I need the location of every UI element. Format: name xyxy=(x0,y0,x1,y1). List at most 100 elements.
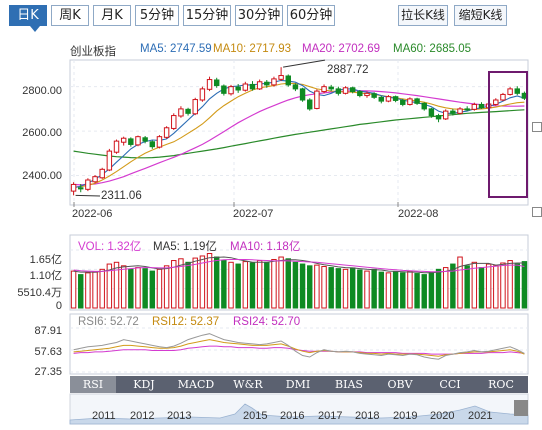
year-2021: 2021 xyxy=(468,410,493,422)
volume-bar xyxy=(450,263,456,309)
year-2011: 2011 xyxy=(92,410,116,422)
indicator-tab-obv[interactable]: OBV xyxy=(387,378,413,391)
volume-bar xyxy=(428,271,435,309)
indicator-tab-wr[interactable]: W&R xyxy=(233,378,263,391)
volume-bar xyxy=(414,273,420,309)
volume-bar xyxy=(256,260,263,309)
volume-bar xyxy=(99,268,105,309)
candle-body xyxy=(213,79,220,87)
candle-body xyxy=(378,96,385,102)
candle-body xyxy=(85,179,91,190)
indicator-tab-cci[interactable]: CCI xyxy=(439,378,461,391)
indicator-tab-roc[interactable]: ROC xyxy=(488,378,514,391)
year-2012: 2012 xyxy=(130,410,155,422)
index-name: 创业板指 xyxy=(70,46,116,58)
candle-body xyxy=(442,110,449,120)
candle-body xyxy=(163,127,170,138)
volume-bar xyxy=(500,262,506,309)
volume-bar xyxy=(407,270,413,309)
candle-body xyxy=(199,88,206,101)
ma20-legend: MA20: 2702.69 xyxy=(302,43,381,55)
indicator-tab-bias[interactable]: BIAS xyxy=(335,378,363,391)
tab-weekly-k[interactable]: 周K xyxy=(51,5,89,26)
candle-body xyxy=(364,92,370,97)
volume-bar xyxy=(228,261,234,309)
volume-bar xyxy=(120,265,127,309)
volume-bar xyxy=(163,265,170,309)
vol-tick-5510: 5510.4万 xyxy=(17,287,62,299)
ma5-line xyxy=(73,79,525,189)
tab-30min[interactable]: 30分钟 xyxy=(235,5,283,26)
high-pointer xyxy=(283,59,326,68)
volume-bar xyxy=(213,256,220,309)
candle-body xyxy=(450,110,456,114)
candle-body xyxy=(414,98,420,104)
shrink-kline-button[interactable]: 缩短K线 xyxy=(454,5,507,26)
candle-body xyxy=(149,141,156,148)
volume-bar xyxy=(199,255,206,309)
ma60-legend: MA60: 2685.05 xyxy=(393,43,472,55)
candle-body xyxy=(457,108,463,114)
year-2013: 2013 xyxy=(167,410,192,422)
indicator-tab-kdj[interactable]: KDJ xyxy=(133,378,155,391)
candle-body xyxy=(156,136,163,148)
stretch-kline-button[interactable]: 拉长K线 xyxy=(398,5,448,26)
rsi24-line xyxy=(73,345,525,355)
tab-daily-k[interactable]: 日K xyxy=(9,5,47,26)
volume-bar xyxy=(421,274,427,309)
ma10-legend: MA10: 2717.93 xyxy=(213,43,292,55)
indicator-tab-rsi[interactable]: RSI xyxy=(70,376,116,393)
candle-body xyxy=(221,85,227,94)
vol-ma5-legend: MA5: 1.19亿 xyxy=(153,241,217,253)
volume-bar xyxy=(349,267,356,309)
vol-tick-0: 0 xyxy=(55,300,62,312)
volume-bar xyxy=(106,263,113,309)
candle-body xyxy=(307,99,313,110)
volume-bar xyxy=(435,268,442,309)
volume-bar xyxy=(328,267,334,309)
price-tick-2800: 2800.00 xyxy=(22,85,62,97)
high-annotation: 2887.72 xyxy=(327,64,369,76)
year-2016: 2016 xyxy=(280,410,305,422)
volume-bar xyxy=(357,269,363,309)
candle-body xyxy=(206,79,213,90)
low-annotation: 2311.06 xyxy=(101,190,142,202)
volume-bar xyxy=(242,261,249,309)
year-2020: 2020 xyxy=(430,410,455,422)
candle-body xyxy=(113,140,120,153)
volume-bar xyxy=(321,266,327,309)
tab-5min[interactable]: 5分钟 xyxy=(135,5,179,26)
right-scroll-handle[interactable] xyxy=(532,122,542,132)
candle-body xyxy=(321,86,327,93)
candle-body xyxy=(299,88,306,101)
volume-bar xyxy=(371,268,377,309)
rsi12-line xyxy=(73,339,525,357)
candle-body xyxy=(464,108,470,111)
rsi12-legend: RSI12: 52.37 xyxy=(152,316,220,328)
tab-60min[interactable]: 60分钟 xyxy=(287,5,335,26)
candle-body xyxy=(128,138,134,145)
candle-body xyxy=(135,136,141,146)
tab-monthly-k[interactable]: 月K xyxy=(93,5,131,26)
volume-bar xyxy=(400,272,406,309)
indicator-tab-dmi[interactable]: DMI xyxy=(285,378,311,391)
indicator-tab-bar xyxy=(70,376,528,393)
candle-body xyxy=(142,137,148,142)
candle-body xyxy=(371,93,377,98)
vol-legend: VOL: 1.32亿 xyxy=(78,241,142,253)
volume-bar xyxy=(235,263,241,309)
ma60-line xyxy=(73,109,525,159)
date-tick-2022-08: 2022-08 xyxy=(398,208,439,220)
candle-body xyxy=(70,183,77,192)
rsi-tick-5763: 57.63 xyxy=(34,346,62,358)
candle-body xyxy=(99,168,105,179)
volume-bar xyxy=(171,260,177,309)
candle-body xyxy=(92,176,98,183)
tab-15min[interactable]: 15分钟 xyxy=(183,5,231,26)
candle-body xyxy=(328,86,334,90)
indicator-tab-macd[interactable]: MACD xyxy=(177,378,215,391)
right-scroll-handle-bottom[interactable] xyxy=(532,207,542,217)
price-tick-2400: 2400.00 xyxy=(22,170,62,182)
ma5-legend: MA5: 2747.59 xyxy=(140,43,212,55)
volume-bar xyxy=(156,268,163,309)
